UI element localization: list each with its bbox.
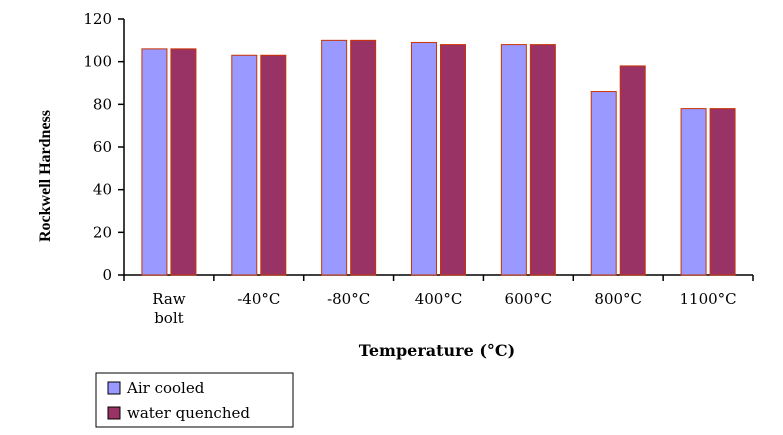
x-tick-label: 1100°C — [679, 290, 736, 308]
x-axis-title: Temperature (°C) — [359, 341, 515, 360]
legend-label-water-quenched: water quenched — [127, 404, 250, 422]
y-axis-title: Rockwell Hardness — [37, 110, 54, 242]
bars-layer — [141, 39, 736, 276]
bar-water-quenched — [619, 65, 646, 276]
bar-water-quenched — [350, 39, 377, 276]
x-tick-label: 800°C — [594, 290, 642, 308]
y-tick-label: 60 — [93, 138, 112, 156]
x-tick-label: 600°C — [505, 290, 553, 308]
bar-air-cooled — [590, 91, 617, 276]
legend-swatch-water-quenched — [107, 406, 121, 420]
y-tick-label: 20 — [93, 223, 112, 241]
y-tick-label: 40 — [93, 181, 112, 199]
bar-air-cooled — [411, 41, 437, 276]
legend-swatch-air-cooled — [107, 381, 121, 395]
bar-air-cooled — [680, 108, 707, 276]
bar-water-quenched — [709, 108, 736, 276]
legend-box — [95, 372, 294, 428]
bar-air-cooled — [500, 44, 527, 276]
y-tick-label: 120 — [83, 10, 112, 28]
bar-air-cooled — [231, 54, 258, 276]
legend-label-air-cooled: Air cooled — [126, 379, 205, 397]
x-tick-label: -80°C — [327, 290, 370, 308]
bar-air-cooled — [321, 39, 348, 276]
tick-labels-layer: 0 20 40 60 80 100 120 Raw bolt -40°C -80°C 400°C 600… — [83, 10, 736, 327]
legend: Air cooled water quenched — [95, 372, 294, 428]
x-tick-label: Raw bolt — [152, 290, 186, 327]
y-tick-label: 0 — [102, 266, 112, 284]
bar-water-quenched — [170, 48, 197, 276]
x-tick-label: 400°C — [415, 290, 463, 308]
bar-water-quenched — [529, 44, 556, 276]
bar-water-quenched — [260, 54, 287, 276]
bar-water-quenched — [440, 44, 466, 276]
bar-air-cooled — [141, 48, 168, 276]
axes-layer — [118, 18, 754, 281]
x-tick-label: -40°C — [237, 290, 280, 308]
y-tick-label: 80 — [93, 95, 112, 113]
y-tick-label: 100 — [83, 53, 112, 71]
